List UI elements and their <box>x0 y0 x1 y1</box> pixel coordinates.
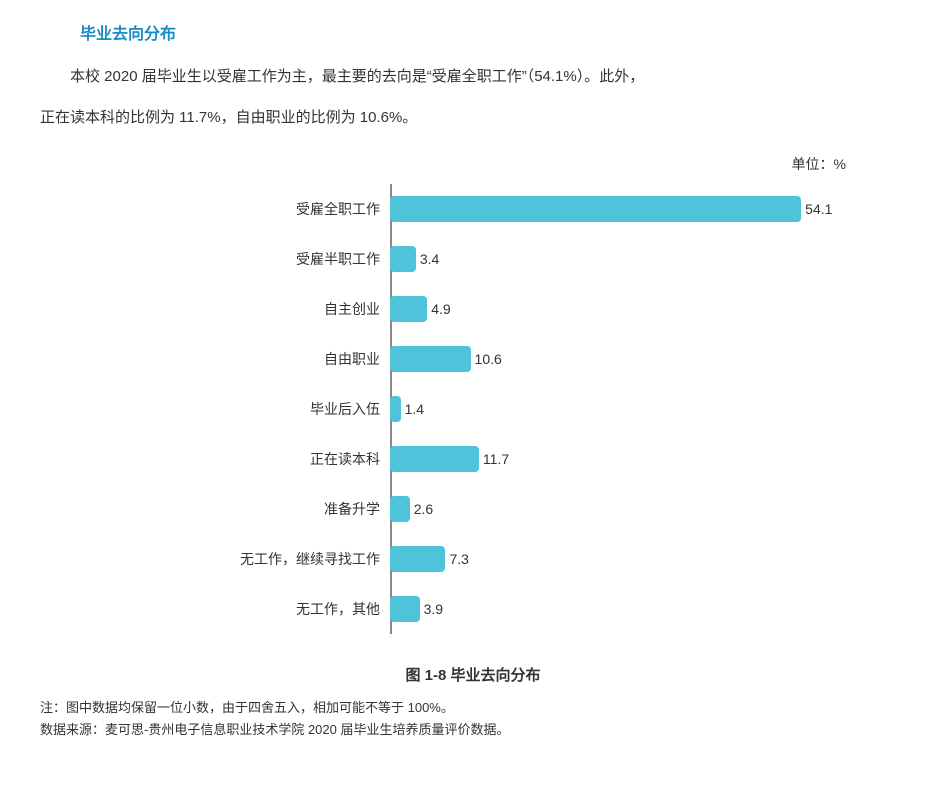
value-label: 3.4 <box>420 251 439 267</box>
body-paragraph-line1: 本校 2020 届毕业生以受雇工作为主，最主要的去向是“受雇全职工作”（54.1… <box>40 60 906 93</box>
category-label: 正在读本科 <box>190 449 390 469</box>
footnote-line2: 数据来源：麦可思-贵州电子信息职业技术学院 2020 届毕业生培养质量评价数据。 <box>40 719 906 741</box>
chart-row: 毕业后入伍 1.4 <box>190 384 846 434</box>
bar-zone: 7.3 <box>390 534 846 584</box>
value-label: 10.6 <box>475 351 502 367</box>
chart-row: 自由职业 10.6 <box>190 334 846 384</box>
bar-zone: 2.6 <box>390 484 846 534</box>
bar <box>390 446 479 472</box>
category-label: 毕业后入伍 <box>190 399 390 419</box>
bar-zone: 11.7 <box>390 434 846 484</box>
chart-row: 正在读本科 11.7 <box>190 434 846 484</box>
bar <box>390 596 420 622</box>
chart-row: 无工作，继续寻找工作 7.3 <box>190 534 846 584</box>
value-label: 11.7 <box>483 451 509 467</box>
unit-label: 单位：% <box>40 154 846 174</box>
bar-zone: 1.4 <box>390 384 846 434</box>
bar-zone: 54.1 <box>390 184 846 234</box>
category-label: 自主创业 <box>190 299 390 319</box>
category-label: 无工作，继续寻找工作 <box>190 549 390 569</box>
bar <box>390 196 801 222</box>
bar <box>390 546 445 572</box>
category-label: 受雇全职工作 <box>190 199 390 219</box>
section-title: 毕业去向分布 <box>80 20 906 44</box>
bar-chart: 受雇全职工作 54.1 受雇半职工作 3.4 自主创业 4.9 自由职业 10.6 毕业后入伍 1… <box>190 184 846 634</box>
value-label: 7.3 <box>449 551 468 567</box>
figure-caption: 图 1-8 毕业去向分布 <box>40 664 906 685</box>
bar <box>390 496 410 522</box>
value-label: 2.6 <box>414 501 433 517</box>
category-label: 受雇半职工作 <box>190 249 390 269</box>
value-label: 1.4 <box>405 401 424 417</box>
chart-row: 受雇全职工作 54.1 <box>190 184 846 234</box>
bar-zone: 3.4 <box>390 234 846 284</box>
chart-row: 自主创业 4.9 <box>190 284 846 334</box>
category-label: 无工作，其他 <box>190 599 390 619</box>
footnote-line1: 注：图中数据均保留一位小数，由于四舍五入，相加可能不等于 100%。 <box>40 697 906 719</box>
chart-row: 无工作，其他 3.9 <box>190 584 846 634</box>
body-paragraph-line2: 正在读本科的比例为 11.7%，自由职业的比例为 10.6%。 <box>40 101 906 134</box>
category-label: 准备升学 <box>190 499 390 519</box>
value-label: 4.9 <box>431 301 450 317</box>
bar-zone: 10.6 <box>390 334 846 384</box>
bar <box>390 246 416 272</box>
category-label: 自由职业 <box>190 349 390 369</box>
bar-zone: 3.9 <box>390 584 846 634</box>
bar-zone: 4.9 <box>390 284 846 334</box>
bar <box>390 296 427 322</box>
chart-row: 受雇半职工作 3.4 <box>190 234 846 284</box>
chart-row: 准备升学 2.6 <box>190 484 846 534</box>
value-label: 54.1 <box>805 201 832 217</box>
value-label: 3.9 <box>424 601 443 617</box>
bar <box>390 346 471 372</box>
bar <box>390 396 401 422</box>
